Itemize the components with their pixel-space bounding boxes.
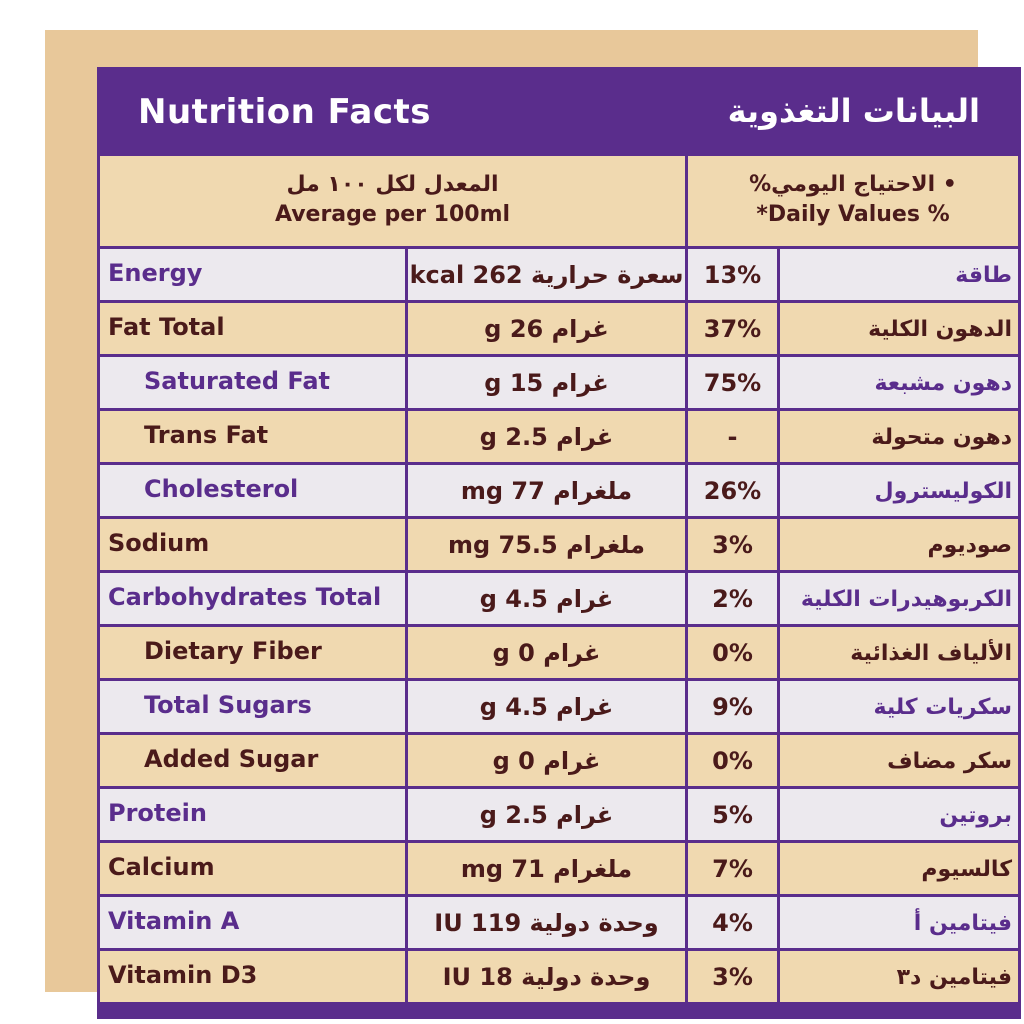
nutrient-row: Vitamin A وحدة دولية 119 IU 4% فيتامين أ [100,894,1018,948]
nutrient-row: Energy سعرة حرارية 262 kcal 13% طاقة [100,246,1018,300]
nutrient-amount: وحدة دولية 119 IU [408,897,688,948]
daily-value-percent: 13% [688,249,780,300]
nutrient-amount: غرام 4.5 g [408,573,688,624]
nutrient-name-english: Total Sugars [100,681,408,732]
daily-values-header-arabic: • الاحتياج اليومي% [749,172,957,197]
nutrient-amount: غرام 26 g [408,303,688,354]
nutrient-name-arabic: فيتامين أ [913,911,1012,936]
daily-value-percent: 4% [688,897,780,948]
nutrient-name-english: Trans Fat [100,411,408,462]
nutrient-name-english: Sodium [100,519,408,570]
nutrient-name-arabic: كالسيوم [921,857,1012,882]
nutrient-amount: غرام 0 g [408,735,688,786]
nutrient-amount: غرام 2.5 g [408,789,688,840]
nutrient-name-arabic: دهون مشبعة [874,371,1012,396]
daily-value-percent: 7% [688,843,780,894]
daily-values-header-english: *Daily Values % [756,202,950,227]
nutrient-name-arabic: دهون متحولة [871,425,1012,450]
nutrient-name-english: Dietary Fiber [100,627,408,678]
nutrient-name-english: Saturated Fat [100,357,408,408]
nutrient-amount: ملغرام 77 mg [408,465,688,516]
title-bar: Nutrition Facts البيانات التغذوية [100,70,1018,156]
daily-values-header: • الاحتياج اليومي% *Daily Values % [688,156,1018,246]
nutrient-name-english: Energy [100,249,408,300]
nutrient-name-english: Vitamin A [100,897,408,948]
nutrient-amount: وحدة دولية 18 IU [408,951,688,1002]
daily-value-percent: 3% [688,951,780,1002]
nutrient-amount: غرام 2.5 g [408,411,688,462]
daily-value-percent: 2% [688,573,780,624]
nutrient-name-arabic: سكريات كلية [873,695,1013,720]
nutrient-row: Added Sugar غرام 0 g 0% سكر مضاف [100,732,1018,786]
nutrient-name-english: Fat Total [100,303,408,354]
nutrient-name-arabic: الألياف الغذائية [850,641,1012,666]
nutrient-name-arabic: الدهون الكلية [868,317,1012,342]
nutrient-row: Carbohydrates Total غرام 4.5 g 2% الكربوهيد… [100,570,1018,624]
nutrient-name-english: Protein [100,789,408,840]
nutrient-row: Total Sugars غرام 4.5 g 9% سكريات كلية [100,678,1018,732]
nutrient-name-arabic: الكربوهيدرات الكلية [800,587,1012,612]
nutrient-name-english: Carbohydrates Total [100,573,408,624]
nutrient-amount: ملغرام 71 mg [408,843,688,894]
nutrient-name-english: Added Sugar [100,735,408,786]
daily-value-percent: 26% [688,465,780,516]
nutrient-row: Vitamin D3 وحدة دولية 18 IU 3% فيتامين د٣ [100,948,1018,1002]
nutrient-row: Dietary Fiber غرام 0 g 0% الألياف الغذائية [100,624,1018,678]
nutrient-name-arabic: صوديوم [927,533,1012,558]
nutrient-amount: سعرة حرارية 262 kcal [408,249,688,300]
column-header-row: المعدل لكل ١٠٠ مل Average per 100ml • ال… [100,156,1018,246]
daily-value-percent: 0% [688,627,780,678]
nutrient-amount: غرام 15 g [408,357,688,408]
title-arabic: البيانات التغذوية [727,92,980,130]
daily-value-percent: 37% [688,303,780,354]
nutrient-amount: ملغرام 75.5 mg [408,519,688,570]
daily-value-percent: 3% [688,519,780,570]
average-header-english: Average per 100ml [274,202,511,227]
nutrition-table: Nutrition Facts البيانات التغذوية المعدل… [97,67,1021,1019]
nutrient-row: Sodium ملغرام 75.5 mg 3% صوديوم [100,516,1018,570]
nutrient-row: Trans Fat غرام 2.5 g - دهون متحولة [100,408,1018,462]
nutrient-row: Cholesterol ملغرام 77 mg 26% الكوليسترول [100,462,1018,516]
nutrient-row: Fat Total غرام 26 g 37% الدهون الكلية [100,300,1018,354]
nutrient-name-arabic: سكر مضاف [887,749,1012,774]
nutrient-name-english: Calcium [100,843,408,894]
nutrient-row: Protein غرام 2.5 g 5% بروتين [100,786,1018,840]
nutrient-name-arabic: طاقة [955,263,1012,288]
nutrient-name-arabic: بروتين [939,803,1012,828]
nutrient-row: Calcium ملغرام 71 mg 7% كالسيوم [100,840,1018,894]
daily-value-percent: 75% [688,357,780,408]
daily-value-percent: 9% [688,681,780,732]
nutrient-name-english: Cholesterol [100,465,408,516]
nutrient-name-english: Vitamin D3 [100,951,408,1002]
nutrient-amount: غرام 0 g [408,627,688,678]
average-header-arabic: المعدل لكل ١٠٠ مل [286,172,499,197]
nutrient-rows: Energy سعرة حرارية 262 kcal 13% طاقة Fat Tot… [100,246,1018,1002]
nutrient-name-arabic: فيتامين د٣ [896,965,1012,990]
daily-value-percent: 5% [688,789,780,840]
daily-value-percent: 0% [688,735,780,786]
title-english: Nutrition Facts [138,92,431,132]
nutrient-amount: غرام 4.5 g [408,681,688,732]
nutrition-label-background: Nutrition Facts البيانات التغذوية المعدل… [45,30,1021,1019]
average-header: المعدل لكل ١٠٠ مل Average per 100ml [100,156,688,246]
nutrient-row: Saturated Fat غرام 15 g 75% دهون مشبعة [100,354,1018,408]
daily-value-percent: - [688,411,780,462]
nutrient-name-arabic: الكوليسترول [874,479,1012,504]
